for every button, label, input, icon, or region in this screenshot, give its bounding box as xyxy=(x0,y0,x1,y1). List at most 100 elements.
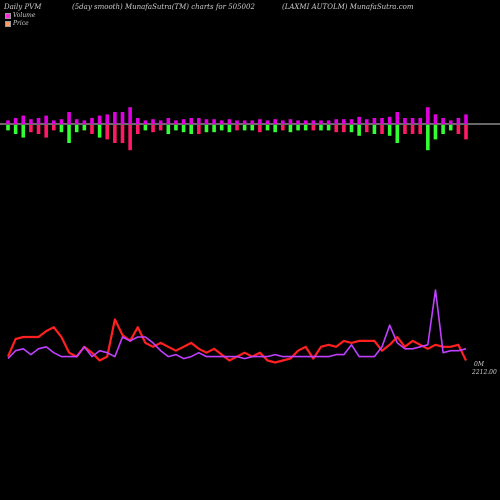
volume-bar-bottom xyxy=(334,125,339,133)
volume-bar-bottom xyxy=(151,125,155,133)
volume-bar-top xyxy=(273,119,277,124)
chart-source: (LAXMI AUTOLM) MunafaSutra.com xyxy=(282,3,414,11)
volume-bar-bottom xyxy=(342,125,346,133)
volume-bar-bottom xyxy=(105,125,110,140)
volume-bar-top xyxy=(135,118,140,124)
volume-bar-top xyxy=(342,119,346,124)
volume-bar-top xyxy=(181,119,186,124)
volume-bar-bottom xyxy=(387,125,392,136)
volume-bar-bottom xyxy=(326,125,331,131)
volume-bar-top xyxy=(113,112,117,124)
volume-bar-bottom xyxy=(364,125,369,133)
price-volume-lines xyxy=(6,289,467,364)
volume-bar-bottom xyxy=(456,125,461,134)
legend-volume: Volume xyxy=(5,12,35,19)
volume-bar-bottom xyxy=(135,125,140,134)
volume-bar-bottom xyxy=(97,125,102,138)
legend-price: Price xyxy=(5,20,29,27)
volume-bar-top xyxy=(372,118,377,124)
volume-bar-top xyxy=(36,118,41,124)
volume-bar-top xyxy=(204,119,209,124)
volume-bar-top xyxy=(29,119,33,124)
volume-bar-top xyxy=(250,120,255,124)
volume-bar-bottom xyxy=(21,125,26,138)
volume-bar-bottom xyxy=(120,125,125,143)
volume-bar-bottom xyxy=(197,125,201,134)
volume-bar-bottom xyxy=(464,125,468,140)
volume-bar-top xyxy=(189,118,193,124)
volume-bar-top xyxy=(456,118,461,124)
volume-bar-top xyxy=(235,120,239,124)
volume-bar-top xyxy=(380,118,384,124)
volume-bar-top xyxy=(357,116,361,124)
volume-bar-bottom xyxy=(441,125,445,134)
volume-bar-bottom xyxy=(258,125,262,133)
volume-bar-bottom xyxy=(410,125,415,134)
volume-bar-top xyxy=(364,119,369,124)
volume-bar-top xyxy=(349,119,354,124)
volume-bar-bottom xyxy=(189,125,193,134)
volume-bar-top xyxy=(120,112,125,124)
volume-bar-bottom xyxy=(403,125,407,134)
volume-bar-top xyxy=(219,120,224,124)
volume-bar-bottom xyxy=(36,125,41,134)
volume-bar-bottom xyxy=(265,125,270,131)
legend-volume-swatch xyxy=(5,12,11,19)
volume-bar-bottom xyxy=(13,125,18,134)
volume-bar-bottom xyxy=(380,125,384,134)
volume-bar-top xyxy=(197,118,201,124)
legend-price-label: Price xyxy=(13,20,29,27)
volume-bar-top xyxy=(296,120,300,124)
volume-bar-bottom xyxy=(319,125,323,131)
volume-bar-top xyxy=(128,107,132,124)
volume-bar-top xyxy=(265,120,270,124)
volume-bar-bottom xyxy=(448,125,453,131)
volume-bar-top xyxy=(90,118,94,124)
volume-bar-bottom xyxy=(67,125,71,143)
volume-bar-bottom xyxy=(242,125,247,131)
volume-bar-top xyxy=(448,120,453,124)
volume-bar-top xyxy=(74,119,79,124)
volume-bar-bottom xyxy=(349,125,354,133)
volume-bar-bottom xyxy=(6,125,10,131)
volume-bar-bottom xyxy=(296,125,300,131)
volume-bar-top xyxy=(410,118,415,124)
volume-bar-bottom xyxy=(250,125,255,131)
volume-bar-top xyxy=(6,120,10,124)
volume-bar-bottom xyxy=(74,125,79,133)
volume-bar-top xyxy=(97,115,102,124)
volume-bar-top xyxy=(166,118,171,124)
volume-bar-top xyxy=(281,120,285,124)
volume-bar-bottom xyxy=(113,125,117,143)
volume-bar-bottom xyxy=(29,125,33,133)
volume-bar-bottom xyxy=(59,125,64,133)
volume-bar-bottom xyxy=(158,125,163,131)
volume-bar-bottom xyxy=(281,125,285,131)
volume-bar-bottom xyxy=(166,125,171,134)
volume-bar-top xyxy=(67,112,71,124)
volume-bar-top xyxy=(441,118,445,124)
volume-bar-bottom xyxy=(219,125,224,131)
volume-bar-top xyxy=(82,120,87,124)
volume-bar-bottom xyxy=(44,125,48,138)
volume-bar-top xyxy=(319,120,323,124)
chart-title: (5day smooth) MunafaSutra(TM) charts for… xyxy=(72,3,255,11)
volume-bar-bottom xyxy=(204,125,209,133)
volume-bar-top xyxy=(21,115,26,124)
volume-line xyxy=(7,289,467,360)
volume-bar-top xyxy=(158,120,163,124)
volume-bar-bottom xyxy=(273,125,277,133)
volume-bar-top xyxy=(258,119,262,124)
volume-bar-top xyxy=(227,119,232,124)
volume-bar-bottom xyxy=(82,125,87,131)
volume-bar-bottom xyxy=(128,125,132,151)
volume-bar-bottom xyxy=(181,125,186,133)
price-axis-label: 2212.00 xyxy=(472,369,497,376)
volume-bar-top xyxy=(395,112,400,124)
volume-bar-bottom xyxy=(212,125,216,133)
volume-bar-bottom xyxy=(288,125,293,133)
volume-bar-top xyxy=(105,114,110,124)
volume-bar-top xyxy=(464,114,468,124)
volume-bar-top xyxy=(311,120,316,124)
